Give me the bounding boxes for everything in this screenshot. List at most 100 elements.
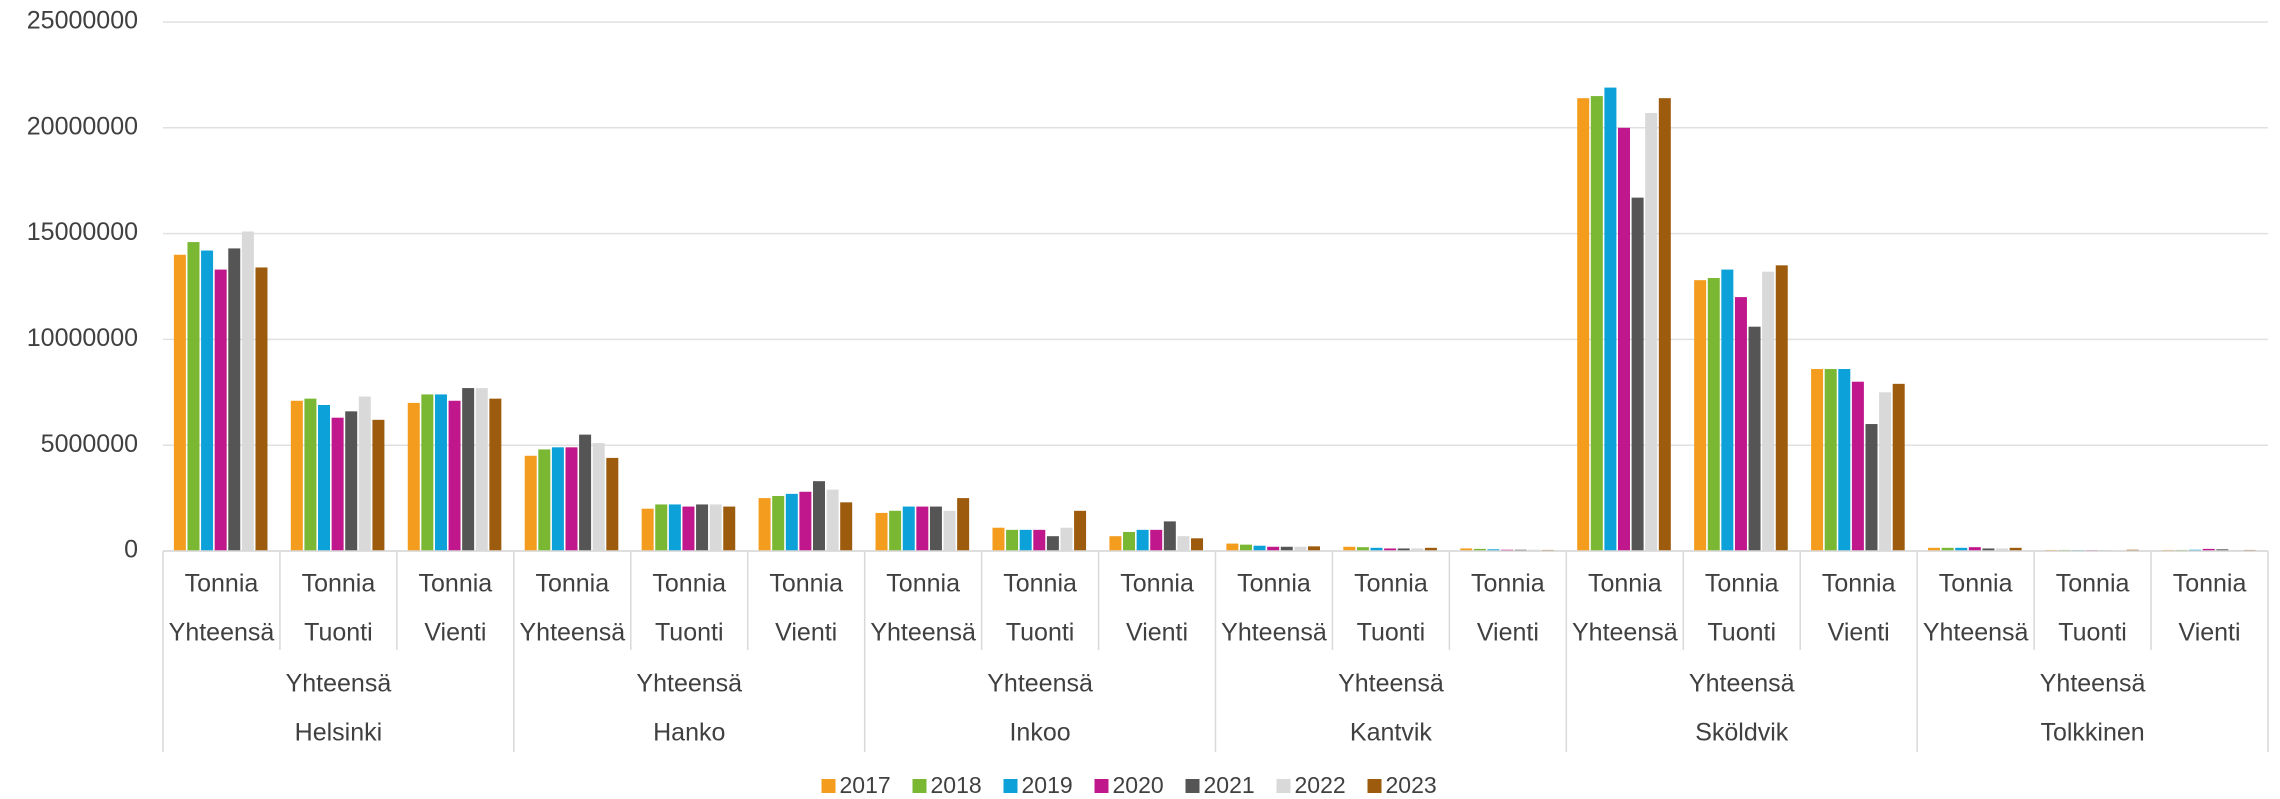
group-label: Tolkkinen <box>2040 719 2144 747</box>
x-tick-label: Tonnia <box>1588 570 1662 598</box>
bar <box>331 417 344 551</box>
bar <box>241 231 254 551</box>
bar <box>1707 278 1720 551</box>
x-tick-label: Vienti <box>775 619 837 647</box>
x-tick-label: Tonnia <box>1939 570 2013 598</box>
group-label: Sköldvik <box>1695 719 1789 747</box>
bar <box>1811 369 1824 551</box>
bar <box>1343 546 1356 551</box>
bar <box>785 493 798 551</box>
x-tick-label: Tonnia <box>1822 570 1896 598</box>
bar <box>723 506 736 551</box>
x-tick-label: Tonnia <box>1120 570 1194 598</box>
bar <box>1631 197 1644 552</box>
x-tick-label: Tonnia <box>2056 570 2130 598</box>
bar <box>1019 529 1032 551</box>
group-label: Yhteensä <box>1338 670 1444 698</box>
bar <box>758 498 771 551</box>
legend-label: 2023 <box>1386 772 1437 798</box>
legend-swatch <box>821 779 836 793</box>
bar <box>668 504 681 551</box>
bar <box>889 510 902 551</box>
x-tick-label: Tonnia <box>535 570 609 598</box>
bar <box>641 508 654 551</box>
legend-label: 2021 <box>1204 772 1255 798</box>
legend-swatch <box>1367 779 1382 793</box>
legend-label: 2018 <box>931 772 982 798</box>
bar <box>290 400 303 551</box>
legend-swatch <box>912 779 927 793</box>
bar <box>929 506 942 551</box>
bar <box>1892 383 1905 551</box>
x-tick-label: Vienti <box>1126 619 1188 647</box>
bar <box>1460 548 1473 551</box>
bar <box>1968 547 1981 551</box>
x-tick-label: Yhteensä <box>1572 619 1678 647</box>
bar <box>916 506 929 551</box>
bar <box>812 481 825 551</box>
bar <box>421 394 434 551</box>
bar <box>696 504 709 551</box>
bar <box>655 504 668 551</box>
bar <box>1694 280 1707 551</box>
bar <box>372 419 385 551</box>
bar <box>1604 87 1617 551</box>
group-label: Yhteensä <box>2040 670 2146 698</box>
x-tick-label: Vienti <box>2178 619 2240 647</box>
group-label: Helsinki <box>295 719 383 747</box>
bar <box>1267 546 1280 551</box>
legend-swatch <box>1003 779 1018 793</box>
bar <box>1473 548 1486 551</box>
x-tick-label: Tuonti <box>2058 619 2127 647</box>
bar <box>565 447 578 551</box>
x-tick-label: Tonnia <box>1237 570 1311 598</box>
bar <box>606 457 619 551</box>
bar <box>187 242 200 551</box>
bar <box>1577 98 1590 552</box>
x-tick-label: Tonnia <box>1705 570 1779 598</box>
bar <box>2009 547 2022 551</box>
bar <box>1006 529 1019 551</box>
legend-label: 2019 <box>1022 772 1073 798</box>
bar <box>1721 269 1734 551</box>
bar <box>255 267 268 551</box>
bar <box>228 248 241 552</box>
bar <box>1996 548 2009 551</box>
bar <box>434 394 447 551</box>
bar <box>1824 369 1837 551</box>
x-tick-label: Tonnia <box>1471 570 1545 598</box>
bar <box>1060 527 1073 551</box>
bar <box>579 434 592 551</box>
bar <box>1618 127 1631 552</box>
legend-label: 2017 <box>840 772 891 798</box>
legend-swatch <box>1094 779 1109 793</box>
bar <box>1645 112 1658 551</box>
legend-swatch <box>1185 779 1200 793</box>
group-label: Yhteensä <box>636 670 742 698</box>
bar <box>592 443 605 551</box>
group-label: Kantvik <box>1350 719 1432 747</box>
bar <box>1136 529 1149 551</box>
bar <box>943 510 956 551</box>
bar <box>1150 529 1163 551</box>
legend-label: 2022 <box>1295 772 1346 798</box>
group-label: Yhteensä <box>1689 670 1795 698</box>
x-tick-label: Tonnia <box>652 570 726 598</box>
bar <box>1177 536 1190 551</box>
bar <box>201 250 214 551</box>
bar <box>1879 392 1892 551</box>
bar <box>1941 547 1954 551</box>
bar <box>1046 536 1059 551</box>
x-tick-label: Yhteensä <box>519 619 625 647</box>
bar <box>709 504 722 551</box>
bar <box>1865 424 1878 551</box>
bar <box>1487 549 1500 551</box>
bar <box>799 491 812 551</box>
bar <box>538 449 551 551</box>
bar <box>448 400 461 551</box>
x-tick-label: Tuonti <box>1006 619 1075 647</box>
bar <box>1734 297 1747 551</box>
bar <box>826 489 839 551</box>
bar <box>1226 543 1239 551</box>
bar <box>2216 549 2229 551</box>
